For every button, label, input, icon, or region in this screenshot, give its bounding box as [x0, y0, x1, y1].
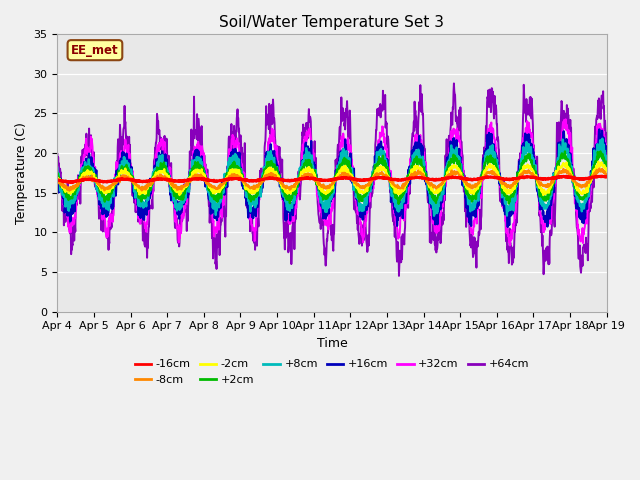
-16cm — [176, 178, 184, 184]
-16cm — [163, 177, 170, 183]
+16cm — [163, 169, 170, 175]
+2cm — [395, 201, 403, 207]
+2cm — [603, 162, 611, 168]
Line: -2cm: -2cm — [58, 162, 607, 195]
+8cm — [603, 160, 611, 166]
-16cm — [603, 174, 611, 180]
+8cm — [417, 156, 425, 162]
-16cm — [54, 177, 61, 183]
+8cm — [430, 213, 438, 219]
+16cm — [417, 141, 425, 147]
-16cm — [66, 180, 74, 185]
Y-axis label: Temperature (C): Temperature (C) — [15, 122, 28, 224]
+32cm — [163, 153, 170, 159]
Text: EE_met: EE_met — [71, 44, 119, 57]
Line: +16cm: +16cm — [58, 130, 607, 227]
Title: Soil/Water Temperature Set 3: Soil/Water Temperature Set 3 — [220, 15, 445, 30]
Line: -16cm: -16cm — [58, 176, 607, 182]
+8cm — [163, 171, 170, 177]
-16cm — [237, 177, 245, 182]
+2cm — [490, 159, 497, 165]
+2cm — [163, 168, 170, 174]
+32cm — [506, 242, 514, 248]
-8cm — [603, 172, 611, 178]
-8cm — [163, 175, 170, 181]
+32cm — [417, 139, 425, 144]
+32cm — [603, 154, 611, 159]
-8cm — [418, 170, 426, 176]
+64cm — [176, 240, 184, 246]
-8cm — [65, 188, 73, 193]
+16cm — [176, 199, 184, 205]
-8cm — [237, 176, 245, 181]
+64cm — [490, 108, 497, 114]
+2cm — [176, 193, 184, 199]
+8cm — [237, 166, 245, 172]
X-axis label: Time: Time — [317, 337, 348, 350]
-16cm — [490, 174, 497, 180]
-16cm — [418, 175, 426, 180]
+64cm — [163, 147, 170, 153]
+16cm — [504, 224, 511, 230]
+32cm — [562, 117, 570, 122]
+16cm — [603, 144, 611, 149]
+2cm — [237, 171, 245, 177]
+64cm — [54, 151, 61, 157]
+32cm — [237, 167, 245, 172]
Line: -8cm: -8cm — [58, 168, 607, 191]
-2cm — [595, 159, 602, 165]
-2cm — [603, 166, 611, 171]
-8cm — [538, 181, 545, 187]
Line: +8cm: +8cm — [58, 139, 607, 216]
+64cm — [603, 149, 611, 155]
-2cm — [540, 192, 547, 198]
-16cm — [538, 176, 545, 182]
+64cm — [450, 81, 458, 86]
-2cm — [538, 188, 545, 194]
-2cm — [489, 164, 497, 169]
Legend: -16cm, -8cm, -2cm, +2cm, +8cm, +16cm, +32cm, +64cm: -16cm, -8cm, -2cm, +2cm, +8cm, +16cm, +3… — [131, 355, 534, 389]
-2cm — [176, 192, 184, 198]
Line: +32cm: +32cm — [58, 120, 607, 245]
+32cm — [538, 221, 545, 227]
+2cm — [418, 160, 426, 166]
-2cm — [237, 175, 245, 181]
+8cm — [598, 136, 606, 142]
-8cm — [176, 186, 184, 192]
+32cm — [489, 132, 497, 138]
+8cm — [490, 152, 497, 158]
+2cm — [54, 170, 61, 176]
+16cm — [54, 172, 61, 178]
-2cm — [54, 177, 61, 183]
Line: +64cm: +64cm — [58, 84, 607, 276]
+32cm — [54, 164, 61, 169]
-8cm — [595, 166, 603, 171]
+8cm — [538, 196, 545, 202]
+32cm — [176, 232, 184, 238]
+8cm — [176, 207, 184, 213]
-2cm — [163, 172, 170, 178]
+8cm — [54, 165, 61, 171]
+16cm — [237, 165, 245, 171]
-8cm — [54, 178, 61, 183]
+2cm — [596, 148, 604, 154]
+64cm — [538, 243, 546, 249]
-8cm — [490, 170, 497, 176]
+16cm — [489, 151, 497, 157]
-16cm — [563, 173, 570, 179]
Line: +2cm: +2cm — [58, 151, 607, 204]
+64cm — [418, 101, 426, 107]
+2cm — [538, 192, 545, 197]
+16cm — [538, 199, 545, 204]
-2cm — [417, 165, 425, 170]
+64cm — [237, 137, 245, 143]
+64cm — [395, 273, 403, 279]
+16cm — [595, 127, 603, 132]
